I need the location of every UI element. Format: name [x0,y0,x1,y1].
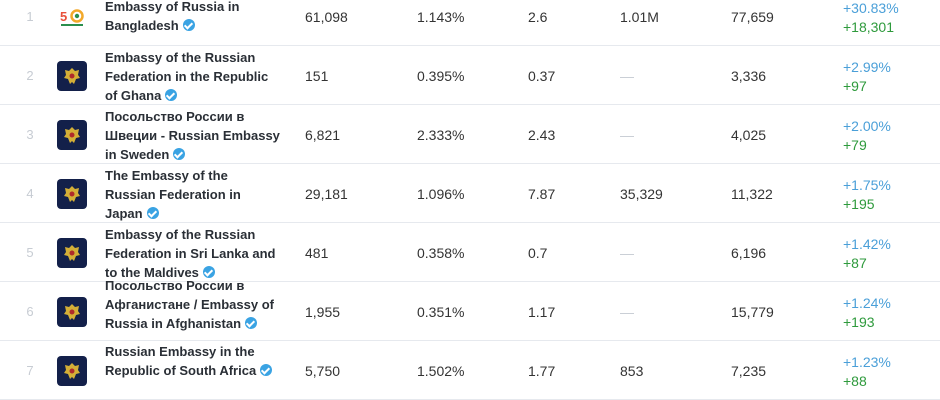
coat-of-arms-icon[interactable] [57,238,87,268]
verified-badge-icon [173,148,186,160]
value-col-2: 1.096% [417,186,465,202]
value-col-1: 5,750 [305,363,341,379]
growth-absolute: +193 [843,314,875,330]
value-col-1: 61,098 [305,9,348,25]
value-col-2: 0.395% [417,68,465,84]
table-row[interactable]: 4 The Embassy of the Russian Federation … [0,164,940,223]
growth-absolute: +88 [843,373,867,389]
table-row[interactable]: 6 Посольство России в Афганистане / Emba… [0,278,940,341]
svg-text:5: 5 [60,9,67,24]
coat-of-arms-icon[interactable] [57,297,87,327]
value-col-1: 6,821 [305,127,341,143]
growth-absolute: +79 [843,137,867,153]
rank: 5 [26,245,34,260]
value-col-5: 4,025 [731,127,767,143]
coat-of-arms-icon[interactable] [57,356,87,386]
verified-badge-icon [202,266,215,278]
rank: 7 [26,363,34,378]
value-col-1: 481 [305,245,329,261]
rank: 6 [26,304,34,319]
verified-badge-icon [182,19,195,31]
value-col-4: — [620,68,634,84]
verified-badge-icon [146,207,159,219]
value-col-1: 1,955 [305,304,341,320]
growth-absolute: +18,301 [843,19,894,35]
growth-percent: +1.42% [843,236,891,252]
verified-badge-icon [260,364,273,376]
growth-absolute: +87 [843,255,867,271]
value-col-5: 11,322 [731,186,773,202]
value-col-5: 77,659 [731,9,774,25]
value-col-1: 151 [305,68,329,84]
growth-percent: +1.24% [843,295,891,311]
page-name-link[interactable]: The Embassy of the Russian Federation in… [105,168,241,221]
value-col-5: 3,336 [731,68,767,84]
value-col-3: 2.6 [528,9,548,25]
rank: 1 [26,9,34,24]
table-row[interactable]: 2 Embassy of the Russian Federation in t… [0,46,940,105]
growth-cell: +2.99% +97 [843,58,933,96]
value-col-3: 1.17 [528,304,556,320]
rank: 2 [26,68,34,83]
value-col-2: 2.333% [417,127,465,143]
table-row[interactable]: 1 5 Embassy of Russia in Bangladesh 61,0… [0,0,940,46]
value-col-3: 7.87 [528,186,556,202]
verified-badge-icon [165,89,178,101]
page-name-link[interactable]: Посольство России в Швеции - Russian Emb… [105,109,280,162]
coat-of-arms-icon[interactable] [57,179,87,209]
growth-cell: +1.24% +193 [843,294,933,332]
value-col-3: 2.43 [528,127,556,143]
table-row[interactable]: 7 Russian Embassy in the Republic of Sou… [0,341,940,400]
growth-percent: +1.23% [843,354,891,370]
growth-percent: +1.75% [843,177,891,193]
value-col-2: 1.143% [417,9,465,25]
value-col-4: 35,329 [620,186,663,202]
page-name-link[interactable]: Embassy of the Russian Federation in the… [105,50,269,103]
page-name-link[interactable]: Russian Embassy in the Republic of South… [105,342,280,380]
verified-badge-icon [245,317,258,329]
growth-percent: +2.00% [843,118,891,134]
value-col-3: 0.37 [528,68,556,84]
rank: 4 [26,186,34,201]
growth-cell: +1.42% +87 [843,235,933,273]
rank: 3 [26,127,34,142]
value-col-4: 1.01M [620,9,659,25]
anniversary-50-logo-icon[interactable]: 5 [57,2,87,32]
value-col-4: 853 [620,363,644,379]
growth-absolute: +195 [843,196,875,212]
growth-cell: +1.23% +88 [843,353,933,391]
growth-cell: +2.00% +79 [843,117,933,155]
coat-of-arms-icon[interactable] [57,61,87,91]
growth-cell: +30.83% +18,301 [843,0,933,37]
value-col-2: 0.358% [417,245,465,261]
growth-percent: +30.83% [843,0,899,16]
growth-percent: +2.99% [843,59,891,75]
growth-absolute: +97 [843,78,867,94]
value-col-2: 1.502% [417,363,465,379]
value-col-5: 7,235 [731,363,767,379]
value-col-4: — [620,127,634,143]
value-col-5: 15,779 [731,304,774,320]
page-name-link[interactable]: Embassy of Russia in Bangladesh [105,0,240,33]
value-col-4: — [620,245,634,261]
value-col-5: 6,196 [731,245,767,261]
value-col-1: 29,181 [305,186,348,202]
coat-of-arms-icon[interactable] [57,120,87,150]
page-name-link[interactable]: Посольство России в Афганистане / Embass… [105,278,274,331]
value-col-4: — [620,304,634,320]
value-col-3: 0.7 [528,245,548,261]
growth-cell: +1.75% +195 [843,176,933,214]
table-row[interactable]: 5 Embassy of the Russian Federation in S… [0,223,940,282]
page-name-link[interactable]: Embassy of the Russian Federation in Sri… [105,227,276,280]
value-col-2: 0.351% [417,304,465,320]
table-row[interactable]: 3 Посольство России в Швеции - Russian E… [0,105,940,164]
value-col-3: 1.77 [528,363,556,379]
